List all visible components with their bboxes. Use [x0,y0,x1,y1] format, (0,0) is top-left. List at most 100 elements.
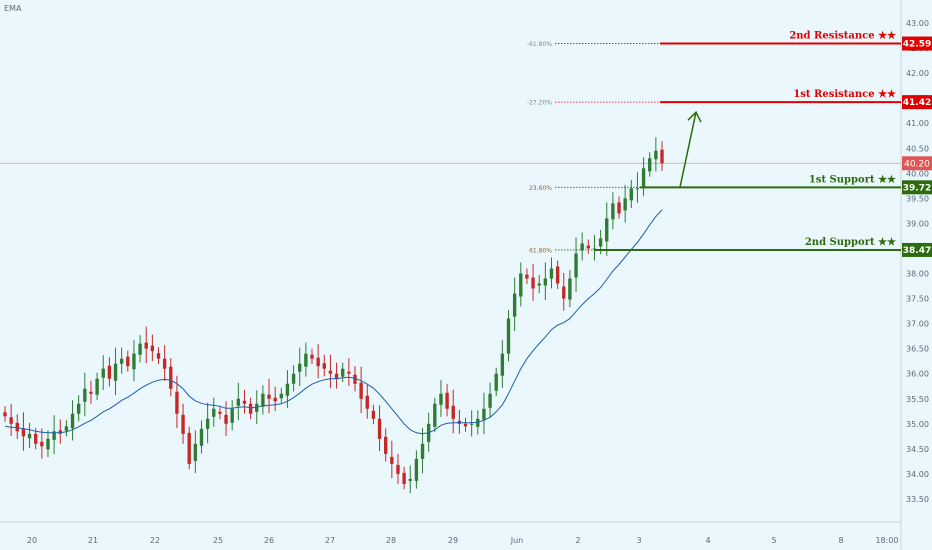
fib-label: 61.80% [529,247,552,254]
candle-body [132,353,136,370]
candle-body [169,366,173,389]
current-price-box [902,156,932,171]
x-tick-label: 20 [27,536,37,545]
candle-body [113,363,118,381]
candle-body [316,357,320,367]
level-price-box [902,36,932,51]
candle-body [285,383,290,396]
y-tick-label: 40.50 [906,144,929,153]
y-tick-label: 39.00 [906,219,929,228]
candle-body [212,408,216,417]
candle-body [506,318,511,354]
projection-arrow-shaft [679,112,697,188]
candle-body [414,458,419,481]
candle-body [611,203,615,220]
candle-body [162,358,167,369]
candle-body [537,283,541,286]
y-tick-label: 36.50 [906,345,929,354]
candle-body [236,398,241,406]
x-tick-label: 8 [838,536,843,545]
candle-body [365,395,369,409]
candle-body [451,405,455,419]
candle-body [291,373,296,384]
candle-body [629,188,633,201]
candle-body [89,391,93,394]
candle-body [377,418,382,439]
candle-body [3,412,7,417]
y-tick-label: 36.00 [906,370,929,379]
candle-body [224,414,228,424]
candle-body [402,472,406,484]
candle-body [322,363,326,369]
candle-body [76,403,81,414]
x-tick-label: 29 [448,536,458,545]
candle-body [70,413,75,429]
candle-body [328,370,333,374]
level-price-box [902,242,932,257]
candle-body [439,393,443,405]
candle-body [46,438,50,450]
candle-body [9,417,13,424]
y-tick-label: 41.00 [906,119,929,128]
candle-body [488,393,492,408]
candle-body [592,248,597,250]
candle-body [64,426,69,431]
candle-body [334,373,339,379]
candle-body [396,464,400,474]
candle-body [420,443,425,459]
candle-body [353,374,357,384]
candle-body [445,392,449,409]
candle-body [500,353,505,376]
y-tick-label: 35.50 [906,395,929,404]
candle-body [482,408,486,420]
candle-body [261,393,265,407]
candle-body [21,428,26,437]
y-tick-label: 38.00 [906,270,929,279]
x-tick-label: 28 [386,536,396,545]
candle-body [598,238,603,247]
candle-body [230,408,234,423]
x-tick-label: 18:00 [875,536,898,545]
y-tick-label: 37.00 [906,320,929,329]
y-tick-label: 34.00 [906,470,929,479]
x-tick-label: 25 [213,536,223,545]
candle-body [648,158,652,172]
indicator-label: EMA [4,4,22,13]
fib-label: -61.80% [527,41,552,48]
candle-body [580,243,584,251]
candle-body [543,278,548,286]
candle-body [181,414,185,434]
level-price-box [902,180,932,195]
candle-body [433,403,437,427]
candle-body [83,388,87,402]
x-tick-label: 27 [325,536,335,545]
y-tick-label: 33.50 [906,495,929,504]
candle-body [304,353,308,367]
candle-body [525,274,529,279]
x-tick-label: 22 [150,536,160,545]
candle-body [568,278,572,300]
candle-body [119,358,124,364]
y-tick-label: 34.50 [906,445,929,454]
candle-body [52,431,56,440]
candle-body [660,149,664,164]
candle-body [555,266,560,284]
candle-body [623,198,627,211]
candle-body [218,411,222,414]
candle-body [457,420,462,424]
level-name: 1st Support ★★ [809,174,896,185]
candle-body [242,400,247,404]
candle-body [150,345,155,352]
level-name: 1st Resistance ★★ [793,89,896,100]
x-tick-label: 5 [771,536,776,545]
candle-body [95,378,99,395]
candle-body [469,423,474,425]
level-price-label: 39.72 [903,183,931,193]
candle-body [187,432,191,464]
y-tick-label: 43.00 [906,19,929,28]
y-tick-label: 39.50 [906,194,929,203]
candle-body [27,433,32,439]
candle-body [34,433,38,444]
y-tick-label: 40.00 [906,169,929,178]
